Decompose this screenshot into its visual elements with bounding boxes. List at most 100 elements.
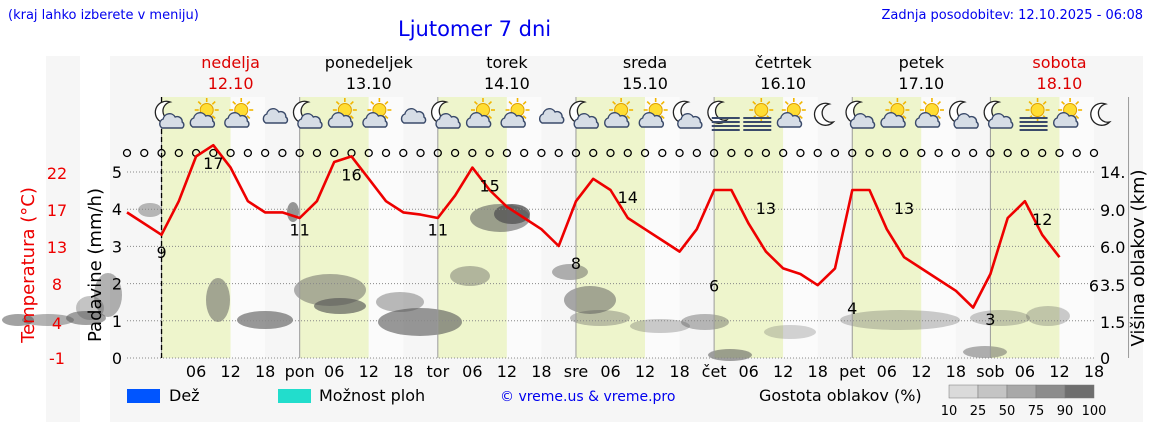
wind-calm-icon xyxy=(865,148,874,158)
temperature-value-label: 13 xyxy=(756,199,776,218)
daytime-band xyxy=(575,97,646,358)
cloud-density-area xyxy=(450,266,490,286)
day-date: 18.10 xyxy=(1037,74,1083,93)
temperature-line xyxy=(126,143,1061,309)
wind-calm-icon xyxy=(917,148,926,158)
x-tick-label: 06 xyxy=(600,362,620,381)
precip-tick-label: 0 xyxy=(112,349,122,368)
wind-calm-icon xyxy=(779,148,788,158)
cloud-density-area xyxy=(66,311,106,325)
cloud-density-area xyxy=(963,346,1007,358)
cloud-density-area xyxy=(2,314,34,326)
wind-calm-icon xyxy=(468,148,477,158)
wind-calm-icon xyxy=(830,148,840,158)
moon-cloud-icon xyxy=(948,100,979,129)
daytime-band xyxy=(299,97,369,358)
wind-calm-icon xyxy=(899,148,909,158)
cloud-density-area xyxy=(1026,306,1070,326)
precip-tick-label: 4 xyxy=(112,200,122,219)
wind-calm-icon xyxy=(934,148,943,158)
cloud-density-area xyxy=(22,314,74,326)
x-tick-label: 18 xyxy=(808,362,828,381)
cloud-icon xyxy=(538,108,565,124)
cloud-density-area xyxy=(206,278,230,322)
moon-cloud-icon xyxy=(983,100,1014,129)
temperature-value-label: 6 xyxy=(709,276,719,295)
cloud-height-tick-label: 9.0 xyxy=(1100,201,1125,220)
moon-cloud-icon xyxy=(569,100,599,129)
x-tick-label: tor xyxy=(427,362,450,381)
temperature-value-label: 8 xyxy=(571,254,581,273)
day-name: petek xyxy=(899,53,945,72)
wind-calm-icon xyxy=(589,148,598,158)
sun-cloud-icon xyxy=(224,98,254,128)
cloud-density-level-label: 75 xyxy=(1028,404,1045,419)
left-axis-panel xyxy=(46,56,80,422)
sun-cloud-icon xyxy=(362,98,392,128)
day-date: 15.10 xyxy=(622,74,668,93)
x-tick-label: 18 xyxy=(946,362,966,381)
day-date: 14.10 xyxy=(484,74,530,93)
wind-calm-icon xyxy=(675,148,684,158)
sun-cloud-icon xyxy=(327,98,357,128)
cloud-icon xyxy=(400,108,427,124)
cloud-density-swatch xyxy=(977,384,1008,399)
temperature-value-label: 4 xyxy=(847,299,857,318)
x-tick-label: 06 xyxy=(462,362,482,381)
wind-calm-icon xyxy=(1055,148,1064,158)
wind-calm-icon xyxy=(606,148,615,158)
wind-calm-icon xyxy=(744,148,753,158)
cloud-density-swatch xyxy=(1064,384,1095,399)
precip-tick-label: 1 xyxy=(112,312,122,331)
x-tick-label: pet xyxy=(839,362,865,381)
temperature-value-label: 15 xyxy=(479,177,499,196)
cloud-density-area xyxy=(494,204,530,224)
temperature-value-label: 3 xyxy=(985,310,995,329)
daytime-band-afternoon xyxy=(1059,97,1094,358)
temperature-value-label: 6 xyxy=(1089,276,1099,295)
wind-calm-icon xyxy=(243,148,253,158)
sun-cloud-icon xyxy=(604,98,634,128)
temperature-value-label: 12 xyxy=(1032,210,1052,229)
rain-legend-swatch xyxy=(127,389,160,403)
cloud-density-area xyxy=(237,311,293,329)
wind-calm-icon xyxy=(813,148,822,158)
temperature-axis-label: Temperatura (°C) xyxy=(18,187,39,344)
wind-calm-icon xyxy=(209,148,218,158)
cloud-density-swatch xyxy=(948,384,979,399)
wind-calm-icon xyxy=(554,148,563,158)
temperature-tick-label: 22 xyxy=(47,164,67,183)
cloud-density-area xyxy=(552,264,588,280)
precip-axis-label: Padavine (mm/h) xyxy=(85,188,106,342)
wind-calm-icon xyxy=(174,148,183,158)
cloud-density-legend-title: Gostota oblakov (%) xyxy=(759,386,922,405)
x-tick-label: 12 xyxy=(359,362,379,381)
moon-icon xyxy=(1090,102,1112,126)
wind-calm-icon xyxy=(640,148,650,158)
temperature-tick-label: -1 xyxy=(49,349,65,368)
cloud-height-tick-label: 3.5 xyxy=(1100,276,1125,295)
cloud-density-area xyxy=(570,310,630,326)
cloud-density-level-label: 25 xyxy=(970,404,987,419)
cloud-density-area xyxy=(294,274,366,306)
x-tick-label: 12 xyxy=(911,362,931,381)
sun-cloud-icon xyxy=(465,98,495,128)
wind-calm-icon xyxy=(140,148,149,158)
rain-legend-label: Dež xyxy=(169,386,200,405)
wind-calm-icon xyxy=(761,148,771,158)
wind-calm-icon xyxy=(658,148,667,158)
showers-legend-swatch xyxy=(278,389,311,403)
fog-icon xyxy=(1019,98,1050,131)
cloud-density-level-label: 100 xyxy=(1082,404,1107,419)
x-tick-label: čet xyxy=(702,362,727,381)
daytime-band xyxy=(714,97,784,358)
cloud-density-area xyxy=(840,310,960,330)
precip-tick-label: 2 xyxy=(112,275,122,294)
wind-calm-icon xyxy=(260,148,270,158)
x-tick-label: 06 xyxy=(877,362,897,381)
day-name: četrtek xyxy=(755,53,813,72)
temperature-value-label: 17 xyxy=(203,154,223,173)
daytime-band xyxy=(990,97,1060,358)
location-hint[interactable]: (kraj lahko izberete v meniju) xyxy=(8,8,199,23)
